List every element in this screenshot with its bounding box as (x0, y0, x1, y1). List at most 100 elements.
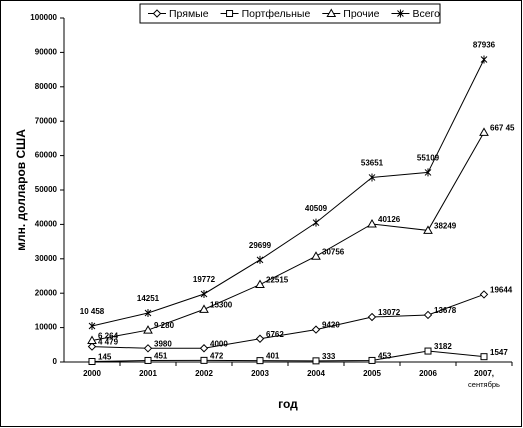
x-tick-label: 2000 (83, 369, 101, 378)
data-label: 22515 (266, 276, 289, 285)
marker (424, 168, 432, 177)
x-tick-label: 2004 (307, 369, 325, 378)
marker (368, 356, 376, 364)
data-label: 10 458 (80, 307, 105, 316)
legend-label: Всего (412, 8, 440, 20)
data-label: 453 (378, 352, 392, 361)
marker (479, 127, 489, 136)
data-label: 40509 (305, 204, 328, 213)
marker (423, 225, 433, 234)
data-label: 53651 (361, 159, 384, 168)
marker (256, 357, 264, 365)
legend-label: Портфельные (242, 8, 311, 20)
marker (200, 356, 208, 364)
marker (199, 344, 209, 353)
marker (480, 55, 488, 64)
marker (312, 357, 320, 365)
y-tick-label: 30000 (35, 254, 58, 263)
marker (87, 342, 97, 351)
y-tick-label: 100000 (30, 13, 57, 22)
data-label: 145 (98, 353, 112, 362)
marker (88, 358, 96, 366)
legend-marker (397, 9, 404, 18)
data-label: 4 479 (98, 338, 119, 347)
marker (144, 308, 152, 317)
data-label: 40126 (378, 215, 401, 224)
data-label: 29699 (249, 241, 272, 250)
data-label: 19772 (193, 275, 216, 284)
marker (143, 344, 153, 353)
y-tick-label: 20000 (35, 288, 58, 297)
legend-marker (326, 8, 337, 17)
data-label: 30756 (322, 247, 345, 256)
y-tick-label: 70000 (35, 116, 58, 125)
legend: Прямые Портфельные Прочие Всего (139, 3, 441, 24)
x-tick-label: 2003 (251, 369, 269, 378)
marker (311, 251, 321, 260)
data-label: 6762 (266, 330, 284, 339)
marker (199, 304, 209, 313)
x-tick-label: 2007, сентябрь (468, 369, 500, 389)
y-axis-title: млн. долларов США (14, 129, 28, 251)
y-tick-label: 90000 (35, 48, 58, 57)
line (91, 59, 485, 327)
marker (479, 290, 489, 299)
data-label: 15300 (210, 300, 233, 309)
x-tick-label: 2001 (139, 369, 157, 378)
line (91, 350, 485, 363)
data-label: 9420 (322, 321, 340, 330)
marker (368, 173, 376, 182)
data-label: 55109 (417, 154, 440, 163)
legend-marker (226, 10, 234, 17)
data-label: 13072 (378, 308, 401, 317)
line (91, 132, 485, 341)
marker (200, 289, 208, 298)
marker (312, 218, 320, 227)
marker (311, 325, 321, 334)
data-label: 451 (154, 352, 168, 361)
legend-marker (152, 9, 162, 18)
marker (255, 279, 265, 289)
data-label: 1547 (490, 348, 508, 357)
data-label: 38249 (434, 222, 457, 231)
data-label: 472 (210, 351, 224, 360)
marker (88, 322, 96, 331)
y-tick-label: 10000 (35, 323, 58, 332)
data-label: 667 45 (490, 124, 515, 133)
data-label: 13678 (434, 306, 457, 315)
marker (256, 255, 264, 264)
marker (423, 310, 433, 320)
data-label: 3182 (434, 342, 452, 351)
legend-box (139, 3, 441, 24)
data-label: 6 264 (98, 332, 119, 341)
legend-label: Прямые (169, 8, 209, 20)
data-label: 87936 (473, 41, 496, 50)
y-tick-label: 40000 (35, 220, 58, 229)
data-label: 401 (266, 352, 280, 361)
data-label: 14251 (137, 294, 160, 303)
x-tick-label: 2002 (195, 369, 213, 378)
marker (424, 347, 432, 355)
data-label: 333 (322, 352, 336, 361)
marker (255, 334, 265, 343)
marker (144, 356, 152, 364)
data-label: 3980 (154, 339, 172, 348)
data-label: 9 280 (154, 321, 175, 330)
y-tick-label: 0 (53, 357, 58, 366)
x-tick-label: 2005 (363, 369, 381, 378)
y-tick-label: 60000 (35, 151, 58, 160)
marker (367, 312, 377, 322)
x-axis-title: год (278, 397, 298, 411)
y-tick-label: 50000 (35, 185, 58, 194)
data-label: 19644 (490, 286, 513, 295)
marker (143, 325, 153, 334)
marker (87, 335, 97, 344)
legend-label: Прочие (343, 8, 379, 20)
marker (367, 218, 377, 228)
line (91, 293, 485, 349)
data-label: 4000 (210, 339, 228, 348)
y-tick-label: 80000 (35, 82, 58, 91)
